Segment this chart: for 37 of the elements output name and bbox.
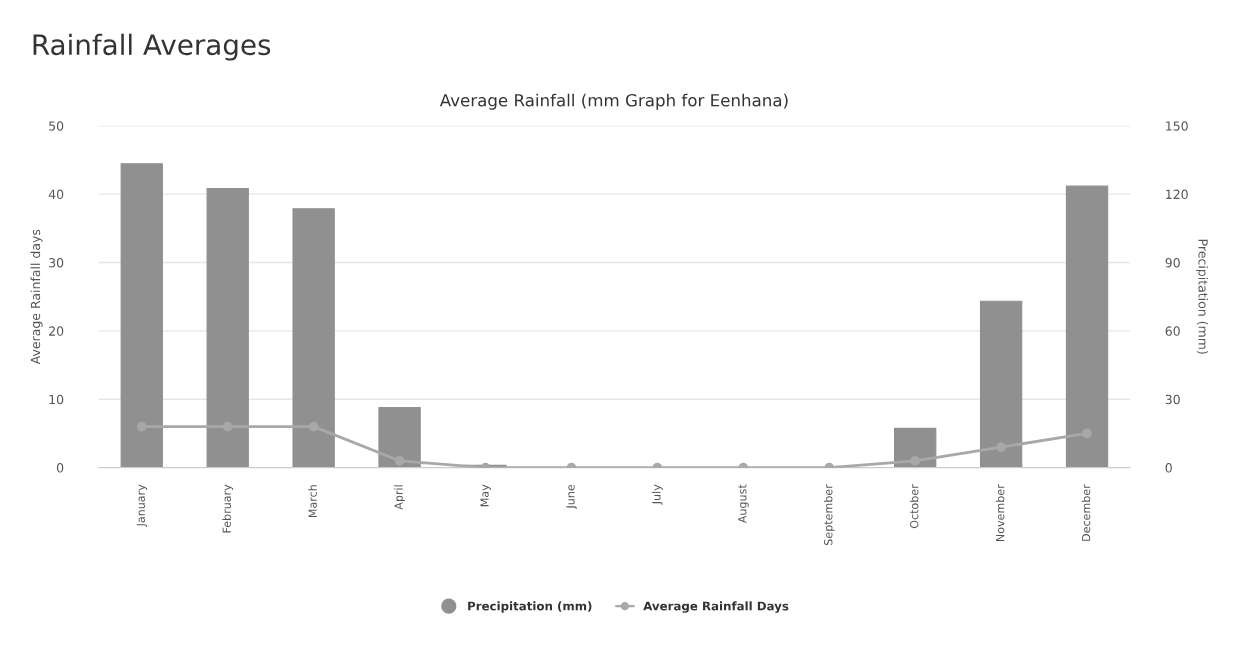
- y2-tick-label: 60: [1165, 326, 1180, 336]
- bar: [292, 208, 335, 468]
- x-tick-label: June: [566, 484, 577, 510]
- bar: [206, 188, 249, 468]
- x-tick-label: December: [1081, 484, 1091, 541]
- y-tick-label: 50: [49, 121, 64, 131]
- x-tick-label: May: [480, 484, 491, 507]
- bar: [979, 300, 1023, 468]
- chart-title: Rainfall Averages: [33, 33, 271, 61]
- y2-tick-label: 150: [1166, 121, 1188, 131]
- x-tick-label: July: [652, 484, 663, 505]
- y2-tick-label: 120: [1166, 189, 1188, 200]
- x-tick-label: October: [909, 484, 919, 529]
- y-axis-title: Average Rainfall days: [30, 229, 43, 365]
- x-tick-label: September: [823, 484, 835, 545]
- x-tick-label: February: [222, 484, 234, 533]
- x-tick-label: January: [136, 484, 148, 527]
- legend-label: Average Rainfall Days: [643, 601, 789, 613]
- x-tick-label: March: [308, 485, 317, 518]
- y2-tick-label: 0: [1165, 463, 1172, 473]
- x-tick-label: April: [394, 485, 405, 510]
- y2-tick-label: 30: [1165, 394, 1180, 405]
- y-tick-label: 0: [56, 463, 64, 473]
- y2-axis-title: Precipitation (mm): [1195, 239, 1209, 354]
- y-tick-label: 30: [49, 257, 64, 268]
- y-tick-label: 20: [49, 326, 64, 336]
- bar: [894, 427, 937, 468]
- x-tick-label: August: [738, 484, 749, 524]
- y-tick-label: 40: [48, 189, 64, 200]
- chart-subtitle: Average Rainfall (mm Graph for Eenhana): [439, 93, 788, 110]
- bar: [120, 163, 163, 468]
- legend-label: Precipitation (mm): [468, 601, 592, 613]
- y2-tick-label: 90: [1165, 257, 1180, 268]
- bar: [378, 406, 421, 468]
- y-tick-label: 10: [49, 394, 64, 405]
- bar: [1065, 185, 1109, 468]
- x-tick-label: November: [995, 484, 1005, 542]
